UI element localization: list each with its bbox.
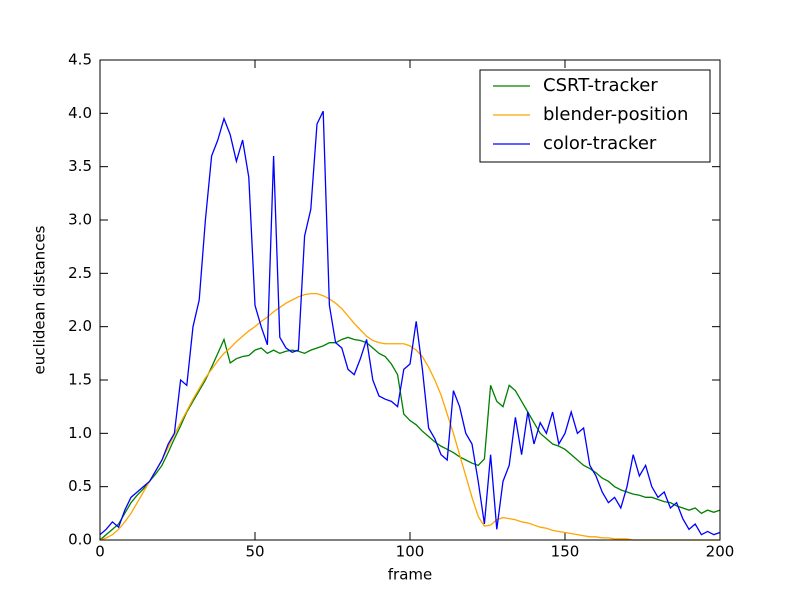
- line-series: [99, 110, 721, 536]
- legend-label: CSRT-tracker: [543, 75, 658, 96]
- x-tick-label: 50: [245, 543, 264, 561]
- y-tick-label: 1.0: [68, 424, 92, 442]
- y-tick-label: 1.5: [68, 371, 92, 389]
- line-series: [99, 292, 720, 541]
- y-tick-label: 3.0: [68, 211, 92, 229]
- y-tick-label: 3.5: [68, 157, 92, 175]
- line-series: [99, 336, 721, 541]
- legend-label: blender-position: [543, 104, 688, 125]
- x-tick-label: 100: [396, 543, 425, 561]
- y-tick-label: 4.5: [68, 51, 92, 69]
- x-tick-label: 200: [706, 543, 735, 561]
- x-axis-label: frame: [388, 566, 432, 584]
- plot-frame: [99, 59, 721, 541]
- y-tick-label: 4.0: [68, 104, 92, 122]
- y-tick-label: 2.0: [68, 317, 92, 335]
- y-tick-label: 0.0: [68, 531, 92, 549]
- y-tick-label: 0.5: [68, 477, 92, 495]
- x-tick-label: 0: [95, 543, 105, 561]
- y-axis-label: euclidean distances: [31, 225, 49, 374]
- y-tick-label: 2.5: [68, 264, 92, 282]
- legend-box: [479, 69, 711, 163]
- legend-label: color-tracker: [543, 133, 657, 154]
- x-tick-label: 150: [551, 543, 580, 561]
